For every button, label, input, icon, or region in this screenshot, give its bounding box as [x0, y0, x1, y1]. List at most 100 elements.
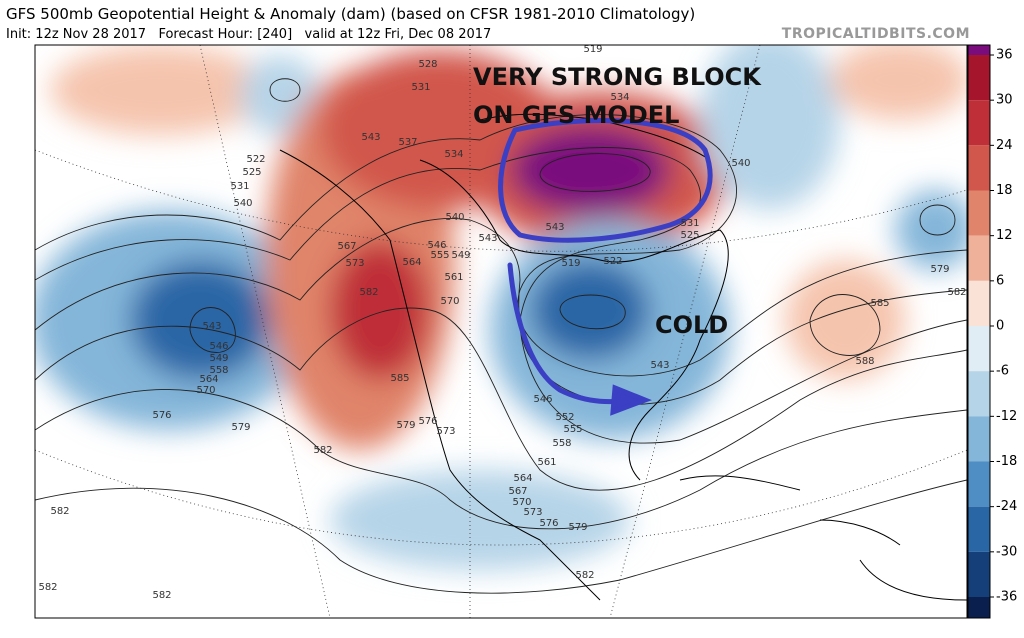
- contour-label: 582: [50, 506, 69, 517]
- contour-label: 582: [38, 582, 57, 593]
- colorbar-label: 18: [996, 183, 1013, 198]
- contour-label: 576: [152, 410, 171, 421]
- colorbar-band: [968, 597, 990, 618]
- colorbar: 36 30 24 18 12 6 0 -6 -12 -18 -24 -30 -36: [967, 44, 1017, 619]
- colorbar-label: -18: [996, 454, 1017, 469]
- title: GFS 500mb Geopotential Height & Anomaly …: [6, 5, 695, 23]
- contour-label: 531: [411, 82, 430, 93]
- contour-label: 549: [209, 353, 228, 364]
- contour-labels: 5225255315405435465495585645705765795825…: [38, 44, 966, 601]
- contour-label: 570: [440, 296, 459, 307]
- contour-label: 567: [508, 486, 527, 497]
- colorbar-band: [968, 145, 990, 191]
- colorbar-band: [968, 280, 990, 326]
- contour-label: 573: [436, 426, 455, 437]
- site-credit: TROPICALTIDBITS.COM: [782, 26, 970, 42]
- contour-label: 582: [152, 590, 171, 601]
- contour-label: 558: [552, 438, 571, 449]
- colorbar-frame: [967, 44, 991, 619]
- contour-label: 552: [555, 412, 574, 423]
- colorbar-band: [968, 100, 990, 146]
- colorbar-band: [968, 235, 990, 281]
- annotation: COLD: [655, 311, 728, 339]
- contour-label: 519: [583, 44, 602, 55]
- colorbar-label: -12: [996, 409, 1017, 424]
- colorbar-label: -36: [996, 590, 1017, 605]
- contour-label: 543: [361, 132, 380, 143]
- colorbar-label: -24: [996, 499, 1017, 514]
- subtitle: Init: 12z Nov 28 2017 Forecast Hour: [24…: [6, 27, 491, 42]
- annotation: ON GFS MODEL: [473, 101, 679, 129]
- contour-label: 576: [539, 518, 558, 529]
- map: 5225255315405435465495585645705765795825…: [35, 44, 967, 618]
- contour-label: 567: [337, 241, 356, 252]
- contour-label: 540: [731, 158, 750, 169]
- anomaly-fill: [35, 45, 967, 570]
- contour-label: 546: [533, 394, 552, 405]
- contour-label: 588: [855, 356, 874, 367]
- contour-label: 531: [680, 218, 699, 229]
- contour-label: 540: [445, 212, 464, 223]
- contour-label: 555: [430, 250, 449, 261]
- colorbar-band: [968, 326, 990, 372]
- annotation: VERY STRONG BLOCK: [473, 63, 762, 91]
- colorbar-label: -30: [996, 544, 1017, 559]
- annotation-drawing: [498, 117, 713, 416]
- contour-label: 582: [947, 287, 966, 298]
- contour-label: 573: [345, 258, 364, 269]
- colorbar-label: 12: [996, 228, 1013, 243]
- contour-label: 561: [537, 457, 556, 468]
- contour-label: 579: [231, 422, 250, 433]
- colorbar-band: [968, 371, 990, 417]
- contour-label: 543: [650, 360, 669, 371]
- contour-label: 582: [575, 570, 594, 581]
- contour-label: 564: [199, 374, 218, 385]
- contour-label: 573: [523, 507, 542, 518]
- contour-label: 519: [561, 258, 580, 269]
- contour-label: 549: [451, 250, 470, 261]
- contour-label: 579: [396, 420, 415, 431]
- contour-label: 555: [563, 424, 582, 435]
- colorbar-band: [968, 506, 990, 552]
- contour-label: 540: [233, 198, 252, 209]
- contour-label: 558: [209, 365, 228, 376]
- graticule: [35, 45, 967, 618]
- contour-label: 582: [359, 287, 378, 298]
- colorbar-label: 30: [996, 93, 1013, 108]
- contour-label: 570: [512, 497, 531, 508]
- colorbar-label: 0: [996, 319, 1004, 334]
- contour-label: 543: [478, 233, 497, 244]
- colorbar-band: [968, 551, 990, 597]
- colorbar-label: -6: [996, 364, 1009, 379]
- contour-label: 534: [610, 92, 629, 103]
- contour-label: 585: [870, 298, 889, 309]
- contour-label: 525: [680, 230, 699, 241]
- contour-label: 528: [418, 59, 437, 70]
- colorbar-label: 36: [996, 48, 1013, 63]
- contour-label: 543: [202, 321, 221, 332]
- contour-label: 537: [398, 137, 417, 148]
- colorbar-band: [968, 461, 990, 507]
- contour-label: 561: [444, 272, 463, 283]
- contour-label: 585: [390, 373, 409, 384]
- colorbar-label: 6: [996, 273, 1004, 288]
- contour-label: 525: [242, 167, 261, 178]
- contour-label: 570: [196, 385, 215, 396]
- contour-label: 582: [313, 445, 332, 456]
- contour-label: 522: [603, 256, 622, 267]
- contour-label: 546: [427, 240, 446, 251]
- contour-label: 531: [230, 181, 249, 192]
- colorbar-band: [968, 45, 990, 55]
- contour-label: 534: [444, 149, 463, 160]
- contour-label: 576: [418, 416, 437, 427]
- colorbar-band: [968, 416, 990, 462]
- colorbar-label: 24: [996, 138, 1013, 153]
- contour-label: 564: [402, 257, 421, 268]
- contour-label: 522: [246, 154, 265, 165]
- contour-label: 579: [568, 522, 587, 533]
- colorbar-band: [968, 55, 990, 101]
- contour-label: 564: [513, 473, 532, 484]
- contour-label: 543: [545, 222, 564, 233]
- contours: [35, 78, 967, 594]
